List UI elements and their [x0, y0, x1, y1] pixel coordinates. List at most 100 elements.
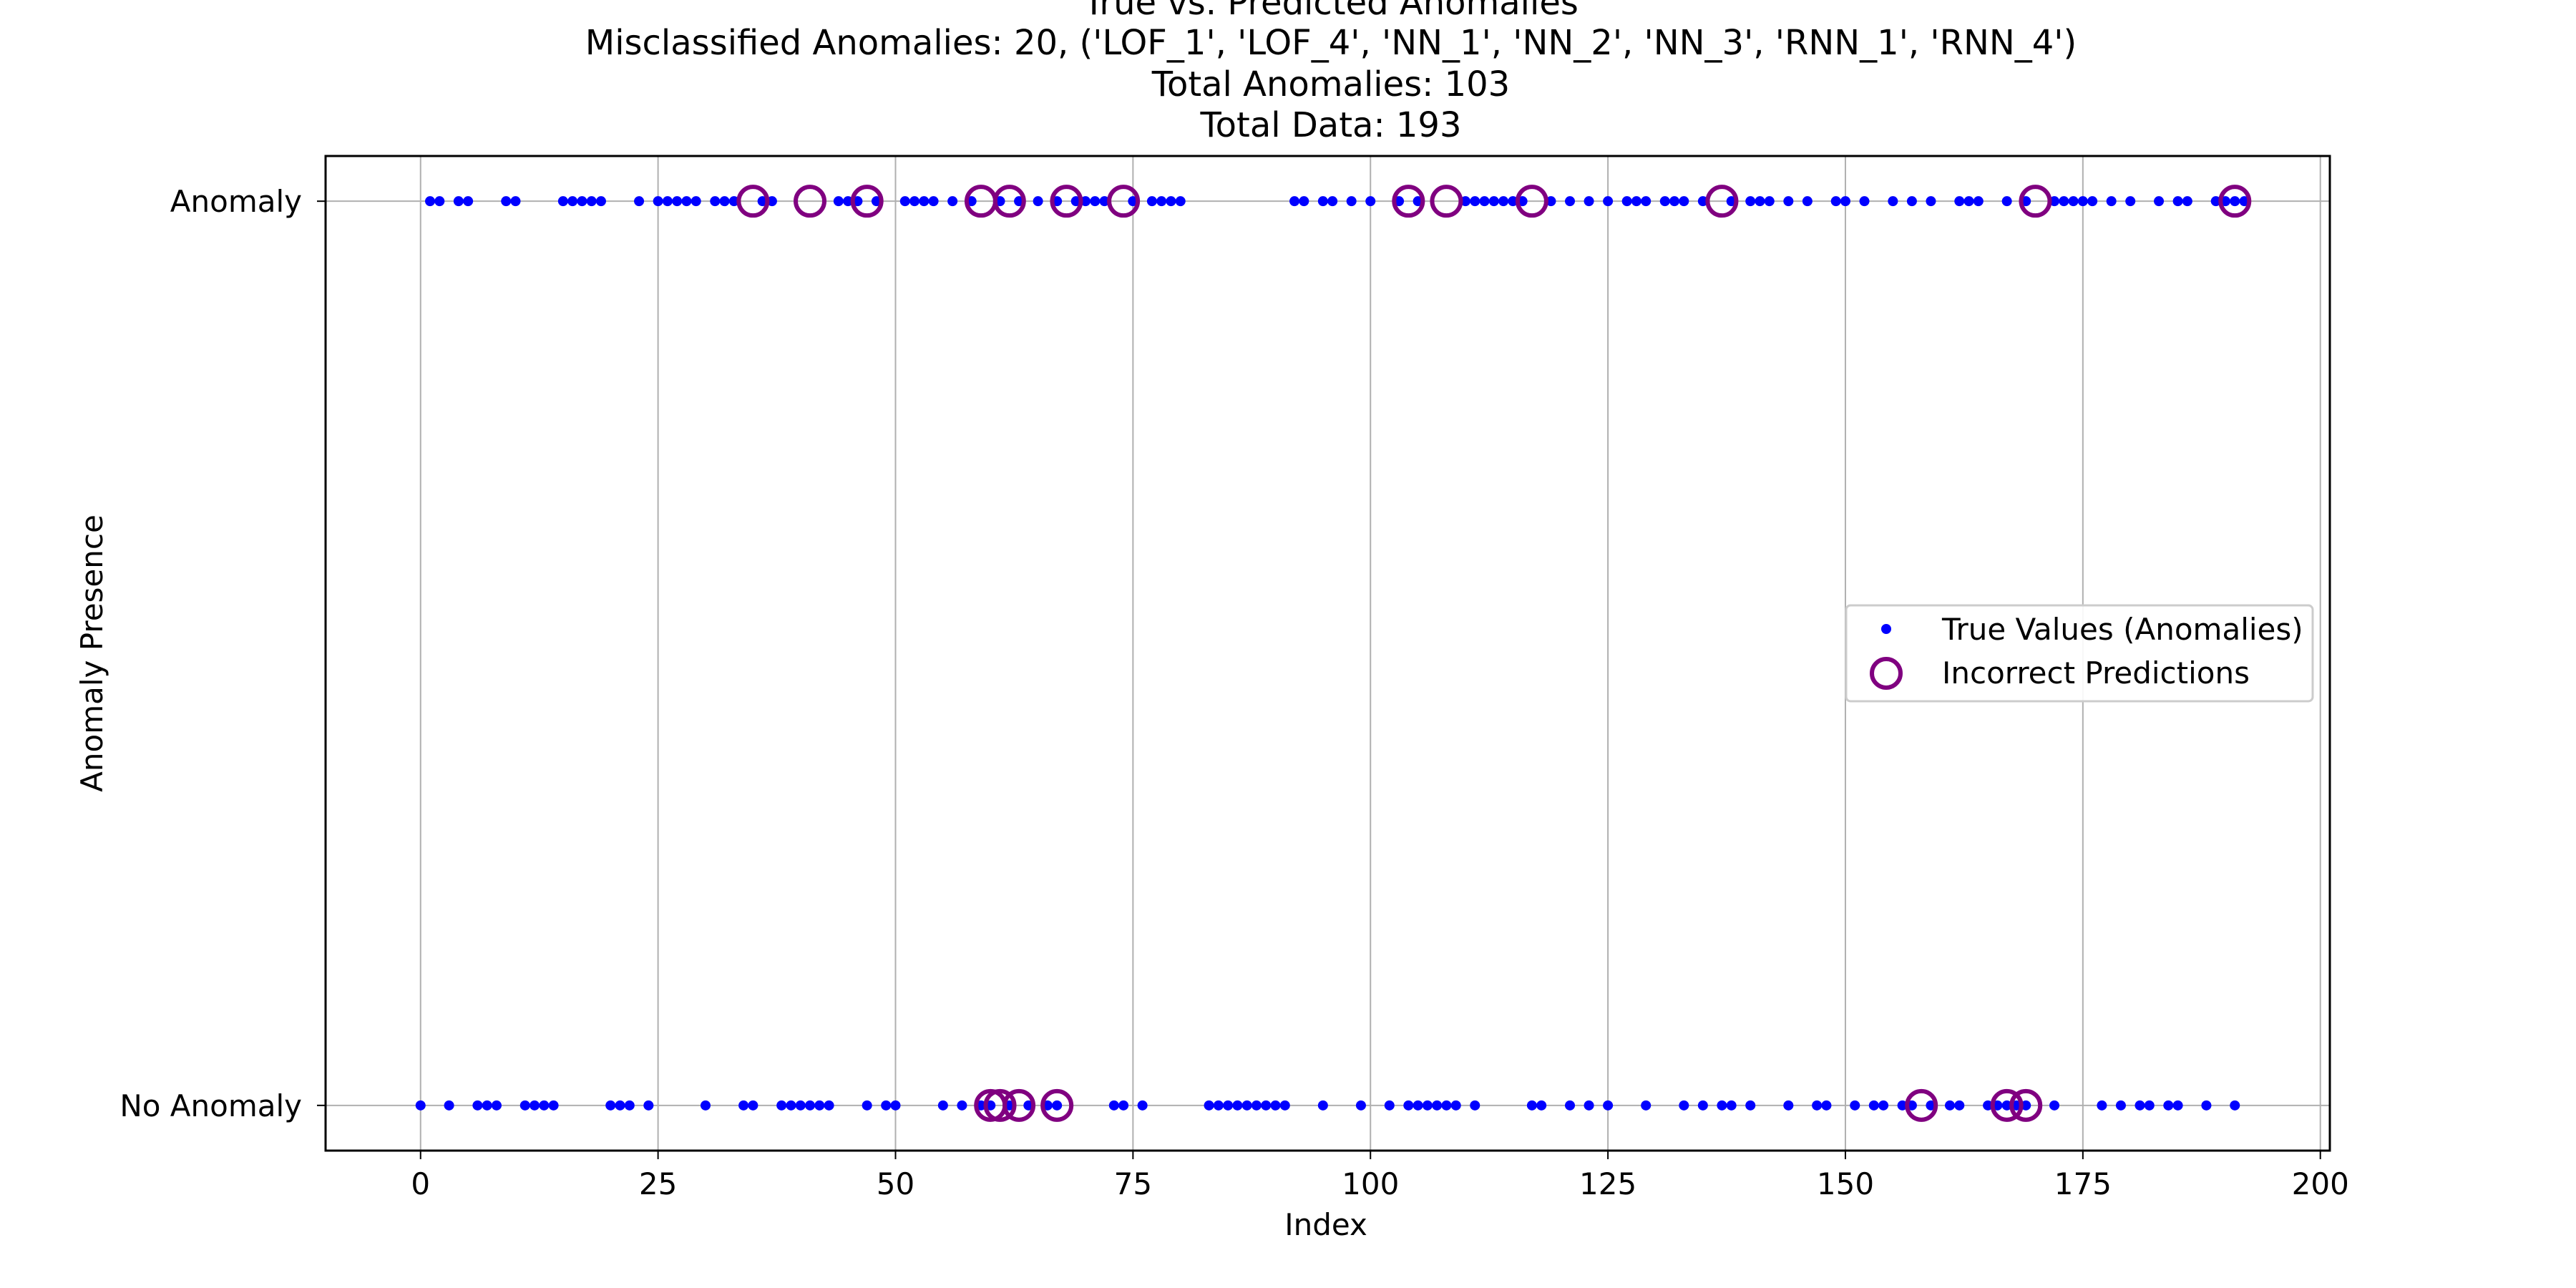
true-value-point	[681, 196, 692, 207]
true-value-point	[890, 1100, 901, 1111]
true-value-point	[1755, 196, 1765, 207]
true-value-point	[2135, 1100, 2145, 1111]
true-value-point	[1365, 196, 1376, 207]
true-value-point	[862, 1100, 872, 1111]
x-tick-label: 50	[877, 1166, 914, 1201]
true-value-point	[728, 196, 739, 207]
true-value-point	[937, 1100, 948, 1111]
true-value-point	[2115, 1100, 2126, 1111]
true-value-point	[1697, 1100, 1708, 1111]
y-tick-label: Anomaly	[170, 184, 302, 219]
true-value-point	[2049, 1100, 2060, 1111]
true-value-point	[2106, 196, 2117, 207]
true-value-point	[577, 196, 587, 207]
incorrect-prediction-point	[1107, 185, 1141, 218]
true-value-point	[738, 1100, 749, 1111]
true-value-point	[1118, 1100, 1129, 1111]
true-value-point	[2144, 1100, 2155, 1111]
true-value-point	[2201, 1100, 2212, 1111]
true-value-point	[748, 1100, 758, 1111]
true-value-point	[1697, 196, 1708, 207]
true-value-point	[634, 196, 645, 207]
true-value-point	[624, 1100, 635, 1111]
true-value-point	[1432, 1100, 1443, 1111]
true-value-point	[1450, 1100, 1461, 1111]
true-value-point	[1108, 1100, 1119, 1111]
true-value-point	[1317, 1100, 1328, 1111]
true-value-point	[1802, 196, 1813, 207]
true-value-point	[1764, 196, 1775, 207]
true-value-point	[519, 1100, 530, 1111]
x-tick-label: 100	[1342, 1166, 1399, 1201]
true-value-point	[947, 196, 958, 207]
incorrect-prediction-point	[1392, 185, 1425, 218]
incorrect-prediction-point	[1040, 1088, 1074, 1122]
true-value-point	[1926, 196, 1936, 207]
title-line: Total Data: 193	[1199, 105, 1461, 145]
true-value-point	[1090, 196, 1101, 207]
true-value-point	[1546, 196, 1556, 207]
legend-label: True Values (Anomalies)	[1941, 612, 2303, 647]
chart-title: True vs. Predicted Anomalies Misclassifi…	[585, 0, 2077, 145]
true-value-point	[1641, 196, 1652, 207]
true-value-point	[814, 1100, 825, 1111]
true-value-point	[2230, 196, 2240, 207]
true-value-point	[643, 1100, 654, 1111]
true-value-point	[1422, 1100, 1433, 1111]
true-value-point	[1261, 1100, 1272, 1111]
true-value-point	[795, 1100, 806, 1111]
true-value-point	[1479, 196, 1490, 207]
true-value-point	[548, 1100, 559, 1111]
true-value-point	[1384, 1100, 1395, 1111]
true-value-point	[1669, 196, 1680, 207]
true-value-point	[1954, 196, 1965, 207]
true-value-point	[1565, 196, 1576, 207]
legend-label: Incorrect Predictions	[1942, 655, 2250, 691]
true-value-point	[1641, 1100, 1652, 1111]
true-value-point	[605, 1100, 616, 1111]
true-value-point	[805, 1100, 816, 1111]
true-value-point	[1897, 1100, 1908, 1111]
legend-dot-marker	[1881, 624, 1891, 634]
true-value-point	[1232, 1100, 1243, 1111]
true-value-point	[434, 196, 445, 207]
true-value-point	[1850, 1100, 1860, 1111]
incorrect-prediction-point	[1515, 185, 1548, 218]
true-value-point	[1327, 196, 1338, 207]
true-value-point	[2001, 1100, 2012, 1111]
true-value-point	[1621, 196, 1632, 207]
true-value-point	[539, 1100, 550, 1111]
true-value-point	[557, 196, 568, 207]
true-value-point	[653, 196, 663, 207]
true-value-point	[2059, 196, 2069, 207]
true-value-point	[1270, 1100, 1281, 1111]
incorrect-prediction-point	[1050, 185, 1083, 218]
incorrect-prediction-point	[1002, 1088, 1036, 1122]
true-value-point	[1526, 1100, 1537, 1111]
true-value-point	[1279, 1100, 1290, 1111]
true-value-point	[2172, 1100, 2183, 1111]
true-value-point	[530, 1100, 540, 1111]
true-value-point	[1821, 1100, 1832, 1111]
true-value-point	[1346, 196, 1357, 207]
true-value-point	[776, 1100, 787, 1111]
true-value-point	[1317, 196, 1328, 207]
true-value-point	[2210, 196, 2221, 207]
true-value-point	[1603, 1100, 1614, 1111]
true-value-point	[415, 1100, 426, 1111]
true-value-point	[1488, 196, 1499, 207]
x-tick-label: 75	[1114, 1166, 1152, 1201]
incorrect-prediction-point	[992, 185, 1026, 218]
true-value-point	[1717, 1100, 1727, 1111]
legend-box	[1845, 604, 2314, 703]
true-value-point	[1745, 196, 1756, 207]
true-value-point	[909, 196, 920, 207]
true-value-point	[1241, 1100, 1252, 1111]
true-value-point	[1175, 196, 1186, 207]
true-value-point	[1783, 196, 1794, 207]
true-value-point	[2049, 196, 2060, 207]
true-value-point	[615, 1100, 625, 1111]
true-value-point	[1156, 196, 1167, 207]
incorrect-prediction-point	[1430, 185, 1463, 218]
true-value-point	[1963, 196, 1974, 207]
